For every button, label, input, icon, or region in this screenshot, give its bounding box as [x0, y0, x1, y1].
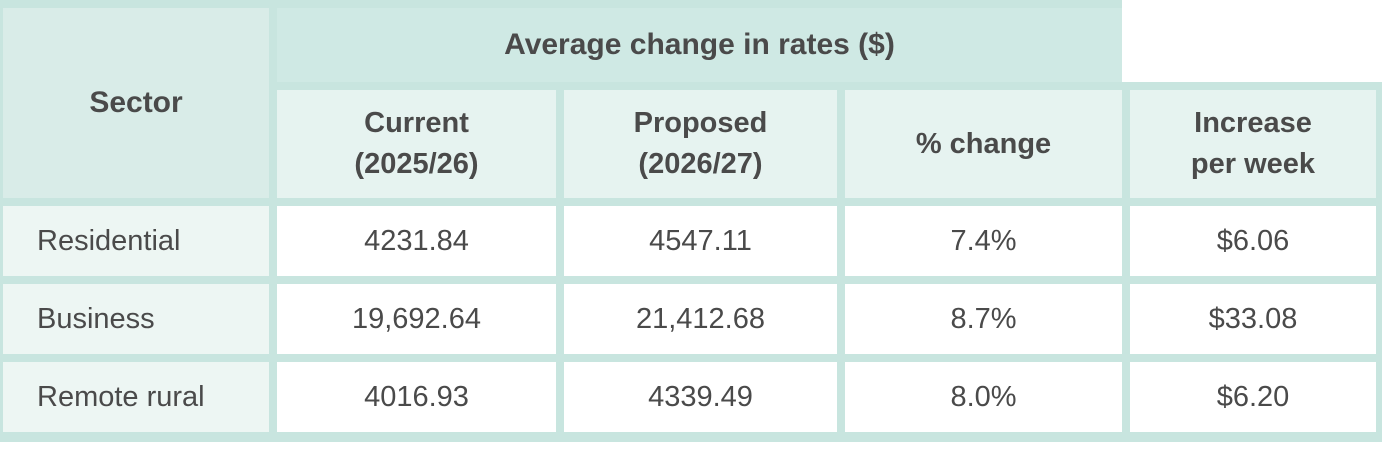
- column-header-current: Current (2025/26): [277, 90, 556, 198]
- remote-rural-current-value: 4016.93: [277, 362, 556, 432]
- column-header-increase-per-week: Increase per week: [1130, 90, 1376, 198]
- rates-table: Sector Average change in rates ($) Curre…: [0, 0, 1382, 442]
- residential-proposed-value: 4547.11: [564, 206, 837, 276]
- row-label-residential: Residential: [3, 206, 269, 276]
- remote-rural-pct-change-value: 8.0%: [845, 362, 1122, 432]
- group-header-average-change-in-rates: Average change in rates ($): [277, 8, 1122, 82]
- column-header-pct-change: % change: [845, 90, 1122, 198]
- business-current-value: 19,692.64: [277, 284, 556, 354]
- column-header-sector: Sector: [3, 8, 269, 198]
- residential-increase-per-week-value: $6.06: [1130, 206, 1376, 276]
- column-header-proposed: Proposed (2026/27): [564, 90, 837, 198]
- empty-header-area: [1122, 0, 1382, 82]
- row-label-business: Business: [3, 284, 269, 354]
- business-proposed-value: 21,412.68: [564, 284, 837, 354]
- row-label-remote-rural: Remote rural: [3, 362, 269, 432]
- remote-rural-proposed-value: 4339.49: [564, 362, 837, 432]
- business-increase-per-week-value: $33.08: [1130, 284, 1376, 354]
- residential-pct-change-value: 7.4%: [845, 206, 1122, 276]
- remote-rural-increase-per-week-value: $6.20: [1130, 362, 1376, 432]
- business-pct-change-value: 8.7%: [845, 284, 1122, 354]
- residential-current-value: 4231.84: [277, 206, 556, 276]
